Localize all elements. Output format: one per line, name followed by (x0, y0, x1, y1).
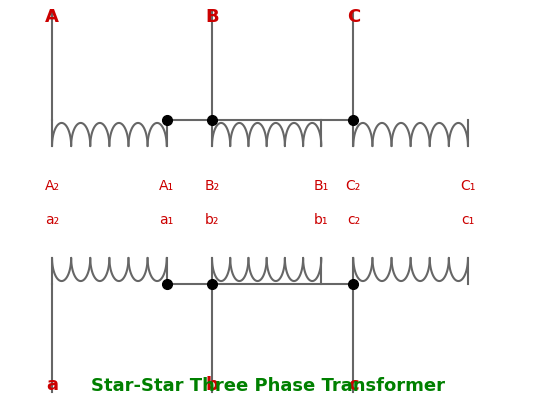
Text: c: c (348, 375, 359, 393)
Text: C₂: C₂ (346, 178, 361, 192)
Text: C: C (347, 8, 360, 26)
Text: Star-Star Three Phase Transformer: Star-Star Three Phase Transformer (91, 376, 445, 394)
Text: A₂: A₂ (44, 178, 59, 192)
Text: A: A (45, 8, 59, 26)
Text: a₁: a₁ (160, 213, 174, 227)
Text: b: b (206, 375, 219, 393)
Text: B: B (205, 8, 219, 26)
Text: c₁: c₁ (461, 213, 474, 227)
Text: c₂: c₂ (347, 213, 360, 227)
Text: b₁: b₁ (314, 213, 329, 227)
Text: a: a (46, 375, 58, 393)
Text: b₂: b₂ (205, 213, 219, 227)
Text: a₂: a₂ (45, 213, 59, 227)
Text: B₁: B₁ (314, 178, 329, 192)
Text: A₁: A₁ (159, 178, 174, 192)
Text: B₂: B₂ (204, 178, 220, 192)
Text: C₁: C₁ (460, 178, 475, 192)
